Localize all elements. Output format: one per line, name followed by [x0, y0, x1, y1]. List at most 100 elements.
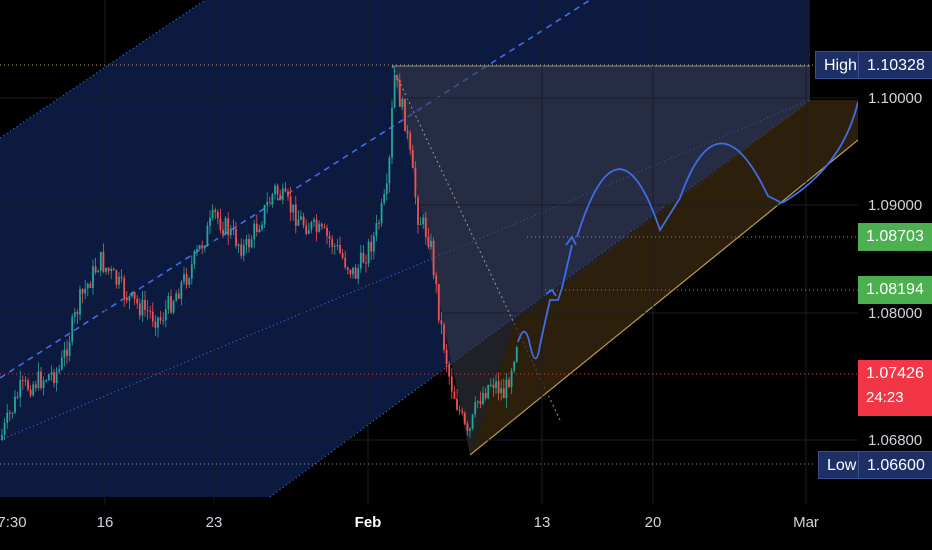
- candle-body: [76, 311, 79, 315]
- candle-body: [284, 188, 287, 192]
- candle-body: [180, 281, 183, 299]
- candle-body: [404, 98, 406, 131]
- support-zone-fill: [470, 100, 858, 455]
- candle-body: [333, 245, 336, 247]
- candle-body: [136, 298, 139, 304]
- candle-body: [55, 371, 58, 384]
- candle-body: [162, 320, 165, 322]
- candle-body: [502, 388, 505, 399]
- candle-body: [307, 229, 310, 235]
- candle-body: [388, 157, 391, 184]
- candle-body: [466, 423, 469, 431]
- candle-body: [479, 401, 482, 405]
- candle-body: [346, 267, 349, 270]
- candle-body: [289, 196, 292, 213]
- candle-body: [201, 245, 204, 249]
- candle-body: [495, 381, 497, 388]
- candle-body: [396, 75, 399, 81]
- candle-body: [99, 251, 102, 271]
- candle-body: [344, 257, 347, 268]
- candle-body: [458, 409, 461, 412]
- low-label: Low: [818, 451, 866, 479]
- candle-body: [417, 197, 419, 225]
- candle-body: [268, 202, 271, 204]
- candle-body: [66, 349, 68, 356]
- candle-body: [211, 209, 214, 218]
- candle-body: [336, 244, 339, 246]
- candle-body: [235, 228, 237, 246]
- candle-body: [107, 267, 110, 272]
- target-2-value: 1.08194: [858, 276, 932, 304]
- candle-body: [242, 244, 245, 256]
- candle-body: [6, 412, 9, 423]
- candle-body: [323, 226, 326, 228]
- candle-body: [138, 303, 141, 316]
- candle-body: [253, 223, 256, 240]
- candle-body: [240, 244, 243, 256]
- candle-body: [128, 296, 131, 301]
- candle-body: [489, 384, 492, 386]
- candle-body: [177, 293, 180, 299]
- candle-body: [437, 284, 440, 321]
- candle-body: [227, 218, 230, 236]
- candle-body: [45, 380, 48, 382]
- candle-body: [482, 392, 484, 405]
- candle-body: [266, 202, 269, 206]
- candle-body: [16, 396, 19, 398]
- candle-body: [422, 217, 425, 225]
- x-label-3: Feb: [354, 514, 382, 531]
- candle-body: [357, 268, 360, 279]
- candle-body: [443, 324, 445, 350]
- current-price-box: 1.07426 24:23: [858, 360, 932, 416]
- candle-body: [331, 238, 334, 247]
- candle-body: [81, 289, 84, 294]
- candle-body: [94, 266, 97, 273]
- candle-body: [97, 270, 100, 273]
- x-label-5: 20: [644, 514, 662, 531]
- candle-body: [29, 389, 32, 396]
- candle-body: [341, 253, 344, 258]
- candle-body: [190, 264, 193, 279]
- candle-body: [419, 224, 422, 226]
- candle-body: [292, 204, 295, 213]
- channel-mid-line: [0, 0, 591, 379]
- candle-body: [73, 311, 76, 317]
- candle-body: [157, 317, 159, 328]
- candle-body: [167, 296, 170, 310]
- candle-body: [92, 266, 94, 288]
- candlestick-series: [1, 66, 518, 442]
- candle-body: [34, 384, 37, 389]
- candle-body: [354, 267, 357, 279]
- projection-arrow-1: [565, 235, 577, 246]
- candle-body: [193, 251, 196, 265]
- x-label-6: Mar: [793, 514, 819, 531]
- candle-body: [159, 317, 162, 321]
- candle-body: [305, 225, 308, 235]
- candle-body: [349, 269, 352, 275]
- candle-body: [440, 320, 443, 325]
- y-label-1.09000: 1.09000: [868, 197, 923, 214]
- candle-body: [40, 371, 42, 388]
- projection-arrow-2: [545, 288, 557, 297]
- candle-body: [362, 252, 365, 263]
- candle-body: [47, 374, 50, 381]
- candle-body: [315, 219, 318, 232]
- candle-body: [456, 398, 458, 410]
- candle-body: [471, 414, 474, 429]
- candle-body: [453, 391, 456, 399]
- candle-body: [144, 299, 146, 310]
- candle-body: [11, 412, 14, 414]
- candle-body: [115, 270, 118, 285]
- candle-body: [216, 211, 219, 219]
- candle-body: [328, 236, 331, 239]
- candle-body: [484, 392, 487, 399]
- price-axis-area: [858, 0, 932, 505]
- candle-body: [492, 384, 495, 388]
- candle-body: [497, 381, 500, 394]
- candle-body: [271, 194, 274, 203]
- candle-body: [8, 412, 11, 414]
- current-price-value: 1.07426: [866, 365, 924, 382]
- candle-body: [461, 411, 464, 413]
- candle-body: [359, 252, 362, 269]
